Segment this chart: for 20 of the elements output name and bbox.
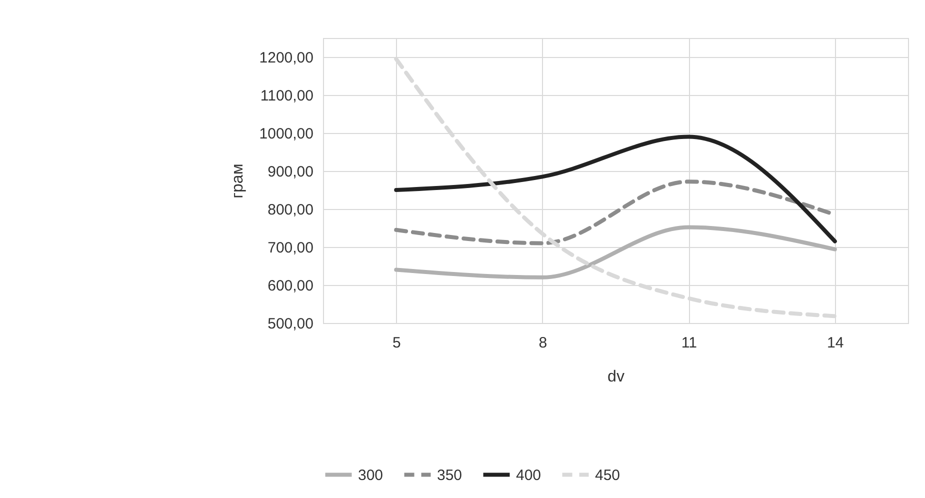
x-tick-label: 14 [827,334,844,352]
x-axis-title: dv [608,368,624,386]
y-tick-label: 800,00 [268,202,314,218]
y-tick-label: 900,00 [268,164,314,180]
x-tick-label: 8 [538,334,548,352]
legend-label: 350 [437,466,462,484]
legend-label: 400 [516,466,542,484]
y-tick-label: 1200,00 [259,50,314,66]
y-axis-title: грам [229,164,246,198]
y-tick-label: 500,00 [268,316,314,332]
y-tick-label: 600,00 [268,278,314,294]
line-series [394,134,837,244]
line-series [394,225,837,280]
x-tick-label: 5 [392,334,401,352]
x-tick-label: 11 [681,334,697,352]
y-tick-label: 1000,00 [259,126,314,142]
legend-label: 450 [595,466,620,484]
legend-label: 300 [358,466,384,484]
y-tick-label: 1100,00 [260,88,314,104]
y-tick-label: 700,00 [268,240,314,256]
